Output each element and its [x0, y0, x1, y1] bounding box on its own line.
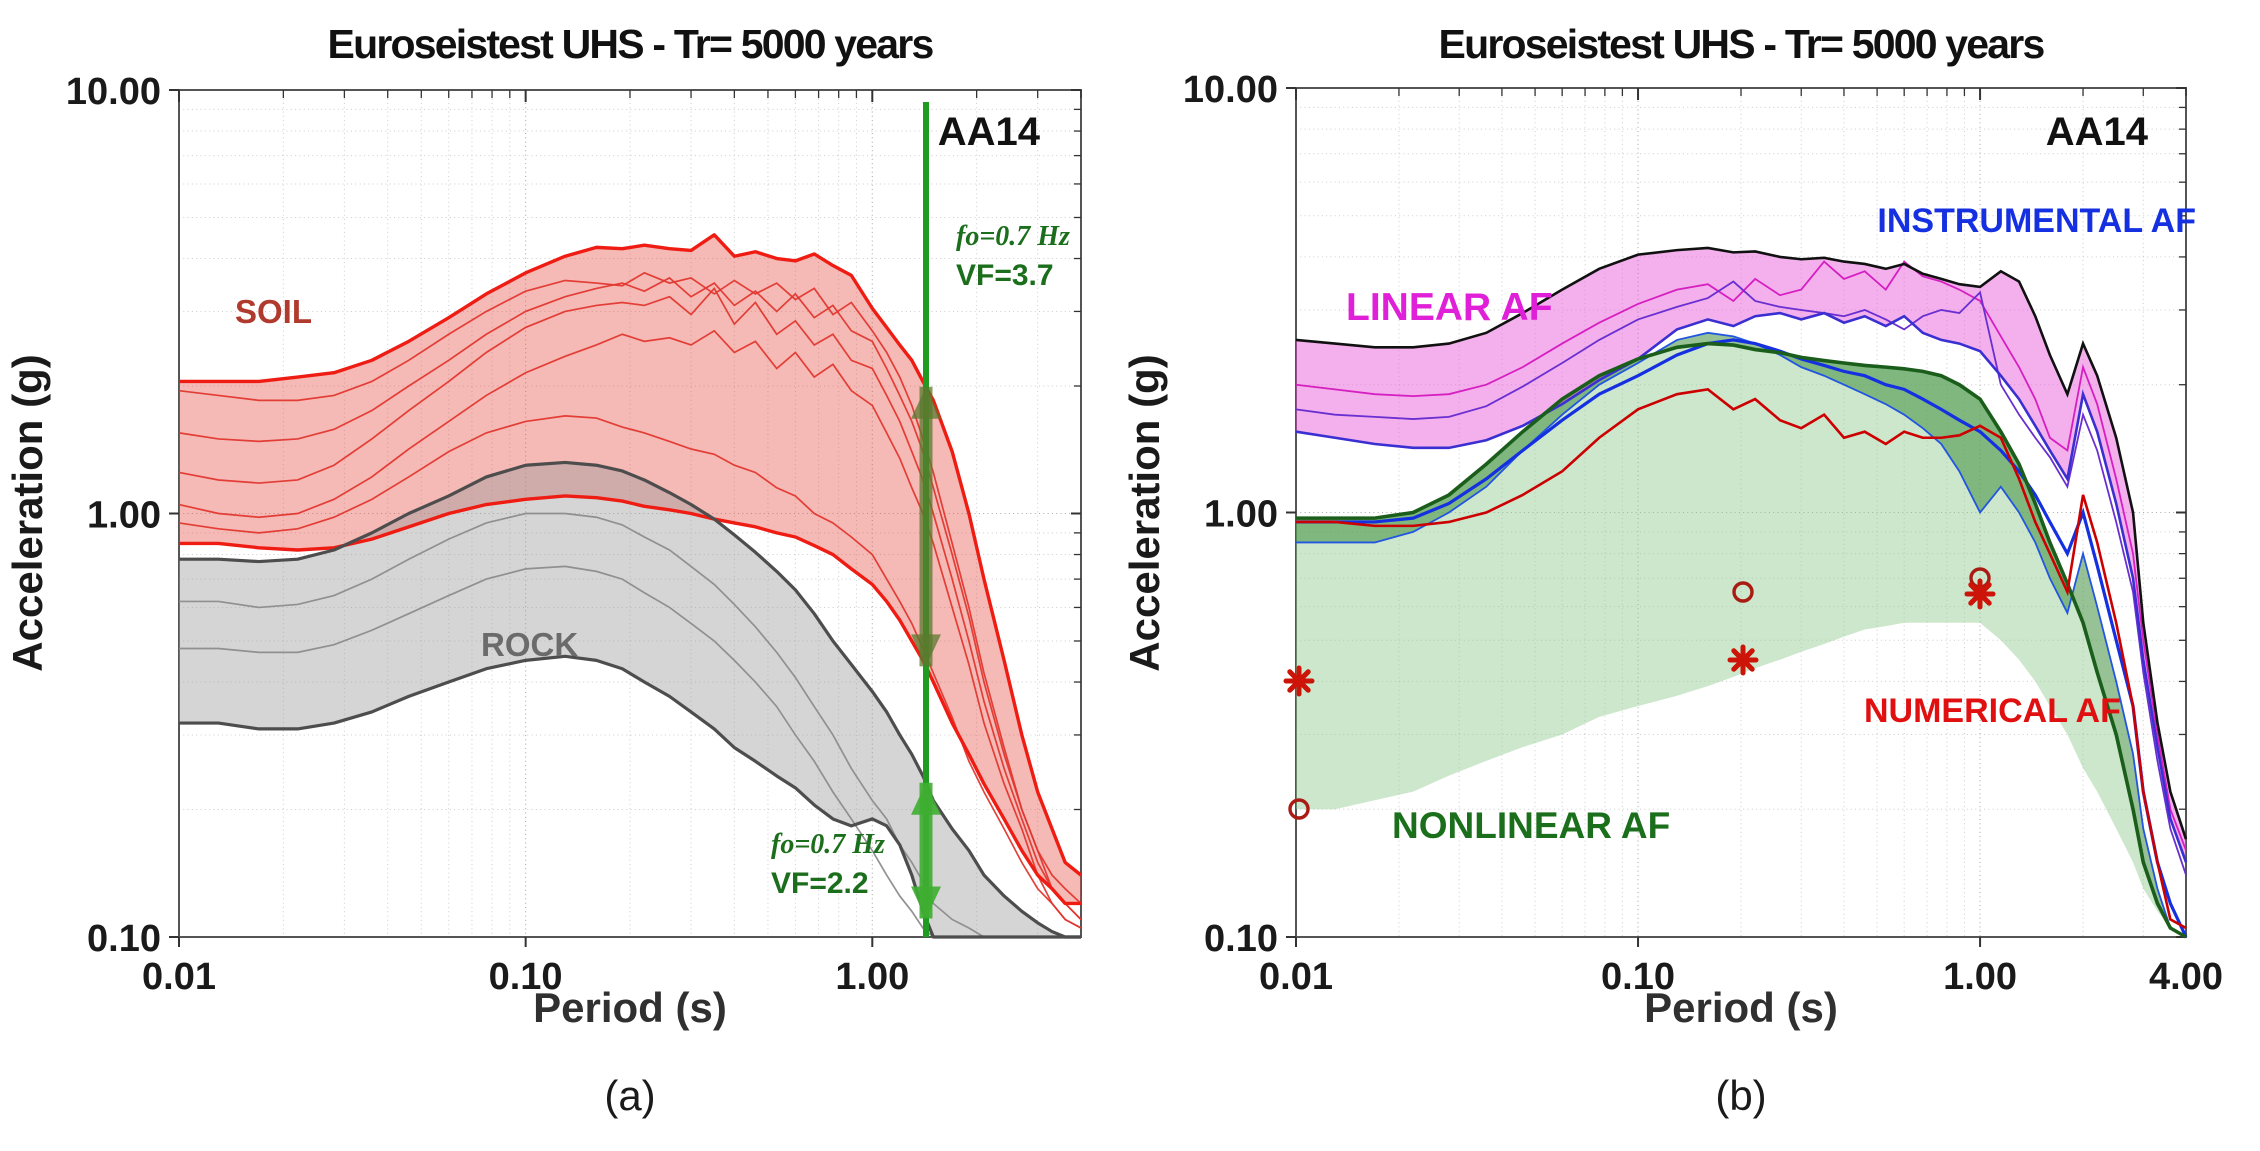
svg-text:4.00: 4.00 [2149, 956, 2223, 998]
svg-text:ROCK: ROCK [481, 626, 578, 663]
svg-text:1.00: 1.00 [87, 495, 161, 537]
svg-text:1.00: 1.00 [1943, 956, 2017, 998]
svg-text:(a): (a) [604, 1072, 655, 1119]
svg-text:VF=3.7: VF=3.7 [956, 259, 1054, 292]
svg-text:0.01: 0.01 [142, 956, 216, 998]
svg-text:Acceleration (g): Acceleration (g) [1121, 354, 1168, 671]
svg-text:AA14: AA14 [2046, 110, 2149, 154]
svg-text:VF=2.2: VF=2.2 [771, 867, 869, 900]
svg-text:1.00: 1.00 [1204, 494, 1278, 536]
svg-text:SOIL: SOIL [235, 293, 312, 330]
svg-text:Period (s): Period (s) [1644, 984, 1838, 1031]
svg-text:LINEAR AF: LINEAR AF [1346, 286, 1553, 329]
svg-text:AA14: AA14 [938, 110, 1041, 154]
svg-text:1.00: 1.00 [835, 956, 909, 998]
svg-text:10.00: 10.00 [1183, 69, 1278, 111]
svg-text:fo=0.7 Hz: fo=0.7 Hz [956, 221, 1070, 252]
svg-text:NONLINEAR AF: NONLINEAR AF [1392, 805, 1670, 846]
svg-text:Euroseistest UHS - Tr= 5000 ye: Euroseistest UHS - Tr= 5000 years [1439, 21, 2045, 67]
svg-text:INSTRUMENTAL AF: INSTRUMENTAL AF [1877, 202, 2196, 240]
svg-text:0.01: 0.01 [1259, 956, 1333, 998]
svg-text:Acceleration (g): Acceleration (g) [4, 354, 51, 671]
svg-text:Euroseistest UHS - Tr= 5000 ye: Euroseistest UHS - Tr= 5000 years [328, 21, 934, 67]
svg-text:Period (s): Period (s) [533, 984, 727, 1031]
svg-text:0.10: 0.10 [87, 918, 161, 960]
svg-text:fo=0.7 Hz: fo=0.7 Hz [771, 829, 885, 860]
svg-text:0.10: 0.10 [1204, 918, 1278, 960]
svg-text:NUMERICAL AF: NUMERICAL AF [1864, 692, 2121, 730]
svg-text:(b): (b) [1715, 1072, 1766, 1119]
svg-text:10.00: 10.00 [66, 71, 161, 113]
